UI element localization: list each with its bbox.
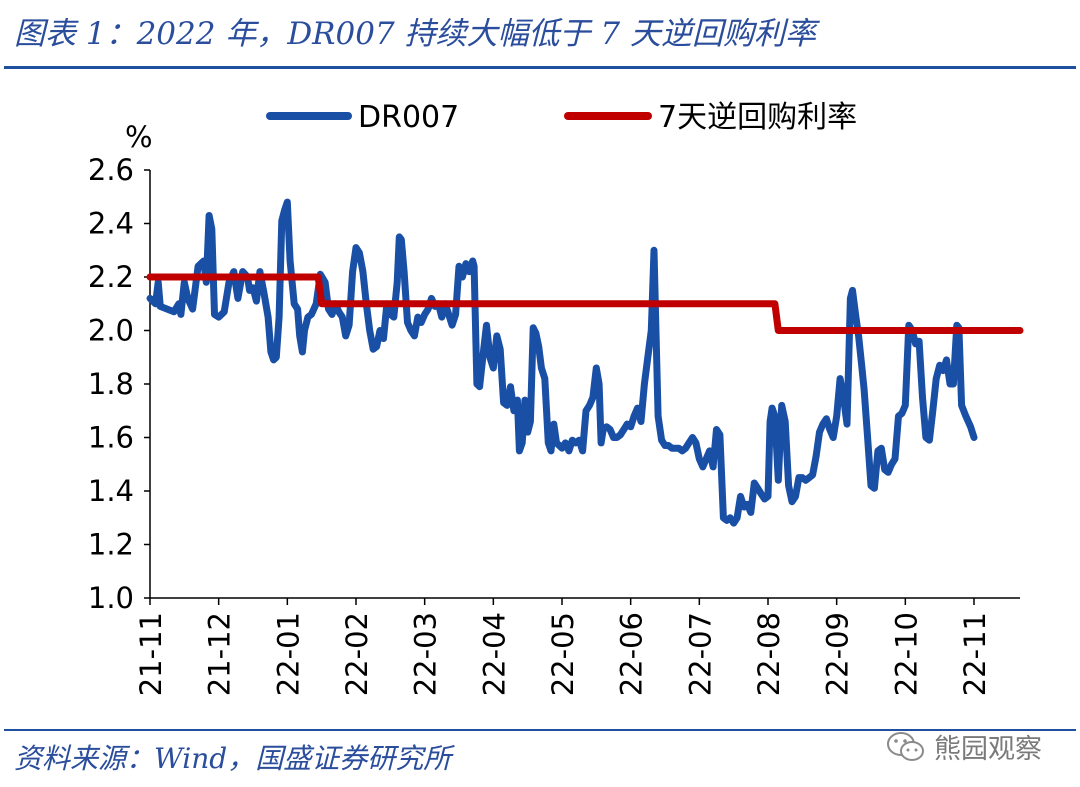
x-tick-label: 22-08 — [752, 612, 786, 696]
x-tick-label: 22-07 — [683, 612, 717, 696]
y-tick-label: 1.2 — [88, 528, 134, 562]
y-tick-label: 1.4 — [88, 474, 134, 508]
x-tick-label: 22-01 — [271, 612, 305, 696]
x-tick-label: 22-04 — [477, 612, 511, 696]
y-axis-unit: % — [125, 120, 153, 154]
y-tick-label: 1.0 — [88, 581, 134, 615]
series-line-reverse-repo — [146, 273, 1024, 334]
x-tick-label: 22-10 — [889, 612, 923, 696]
y-tick-label: 2.4 — [88, 207, 134, 241]
legend-label-reverse-repo: 7天逆回购利率 — [658, 100, 857, 135]
y-tick-label: 1.6 — [88, 421, 134, 455]
chart-legend: DR007 7天逆回购利率 — [266, 100, 857, 135]
y-tick-label: 1.8 — [88, 367, 134, 401]
x-tick-label: 22-06 — [615, 612, 649, 696]
watermark-text: 熊园观察 — [934, 734, 1042, 765]
x-tick-label: 22-09 — [821, 612, 855, 696]
chart-plot — [146, 198, 1024, 527]
x-tick-label: 21-11 — [134, 612, 168, 696]
x-tick-label: 22-05 — [546, 612, 580, 696]
top-divider — [4, 66, 1076, 69]
wechat-icon — [887, 731, 924, 761]
x-tick-label: 22-03 — [409, 612, 443, 696]
x-tick-label: 21-12 — [203, 612, 237, 696]
y-tick-label: 2.2 — [88, 260, 134, 294]
source-note: 资料来源：Wind，国盛证券研究所 — [14, 742, 452, 775]
watermark: 熊园观察 — [886, 727, 1042, 766]
x-tick-label: 22-11 — [958, 612, 992, 696]
y-tick-label: 2.0 — [88, 314, 134, 348]
legend-label-dr007: DR007 — [358, 100, 459, 135]
chart-axes: 1.0 1.2 1.4 1.6 1.8 2.0 2.2 2.4 2.6% 21-11 21-12 22… — [88, 120, 1020, 696]
bottom-divider — [4, 729, 1076, 731]
x-tick-label: 22-02 — [340, 612, 374, 696]
page-title: 图表 1：2022 年，DR007 持续大幅低于 7 天逆回购利率 — [14, 16, 816, 52]
series-line-dr007 — [146, 198, 978, 527]
y-tick-label: 2.6 — [88, 153, 134, 187]
